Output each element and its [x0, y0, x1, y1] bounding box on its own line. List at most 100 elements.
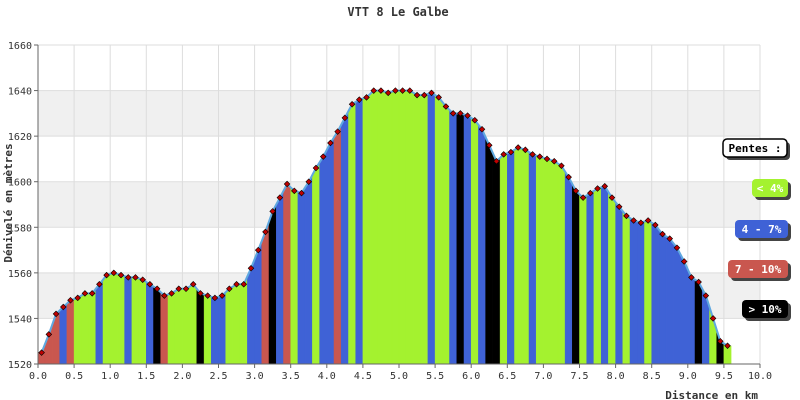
elevation-point [363, 94, 370, 101]
elevation-bar [622, 210, 631, 365]
elevation-bar [261, 221, 270, 365]
elevation-bar [543, 157, 551, 365]
elevation-point [579, 194, 587, 201]
elevation-bar [362, 93, 371, 365]
elevation-bar [658, 228, 667, 365]
x-tick-label: 9.0 [679, 371, 697, 382]
y-tick-label: 1560 [8, 269, 32, 280]
elevation-bar [651, 222, 660, 365]
x-tick-label: 0.5 [65, 371, 83, 382]
elevation-bar [665, 235, 674, 365]
elevation-point [247, 265, 255, 272]
elevation-point [594, 185, 601, 192]
elevation-point [543, 155, 551, 163]
elevation-bar [146, 281, 154, 365]
elevation-bar [644, 220, 652, 365]
elevation-bar [196, 288, 205, 365]
elevation-bar [535, 155, 544, 365]
elevation-point [117, 271, 125, 279]
elevation-bar [131, 277, 140, 365]
elevation-point [666, 235, 674, 242]
elevation-point [717, 337, 724, 345]
elevation-point [161, 292, 168, 299]
elevation-bar [232, 284, 241, 365]
elevation-point [572, 187, 580, 195]
elevation-point [464, 112, 471, 119]
elevation-point [96, 280, 103, 288]
legend-title: Pentes : [729, 142, 782, 155]
x-tick-label: 9.5 [715, 371, 733, 382]
elevation-point [680, 258, 688, 265]
elevation-bar [593, 187, 602, 365]
x-tick-label: 8.5 [643, 371, 661, 382]
elevation-bar [124, 275, 133, 365]
y-tick-label: 1520 [8, 360, 32, 371]
elevation-bar [88, 288, 97, 365]
elevation-bar [290, 186, 299, 365]
elevation-bar [514, 147, 522, 365]
legend-label: 7 - 10% [735, 263, 782, 276]
x-axis-ticks: 0.0 0.5 1.0 1.5 2.0 2.5 3.0 3.5 4.0 4.5 5.0 5.5 6.0 6… [29, 364, 772, 382]
elevation-point [283, 180, 291, 188]
elevation-point [269, 208, 276, 215]
elevation-bar [276, 190, 284, 365]
elevation-point [435, 94, 442, 101]
elevation-point [471, 116, 479, 124]
elevation-bar [117, 273, 125, 365]
elevation-point [168, 290, 175, 297]
elevation-point [688, 274, 695, 281]
x-axis-label: Distance en km [665, 389, 758, 400]
elevation-bar [528, 151, 537, 365]
elevation-bar [391, 90, 400, 365]
elevation-point [652, 221, 659, 229]
elevation-point [132, 274, 139, 281]
elevation-point [529, 151, 536, 158]
elevation-point [139, 276, 146, 283]
elevation-bar [326, 136, 335, 365]
elevation-bar [687, 269, 696, 365]
elevation-bar [340, 110, 349, 365]
elevation-bar [579, 193, 587, 365]
elevation-point [587, 189, 594, 197]
legend-label: > 10% [748, 303, 781, 316]
elevation-point [702, 292, 710, 299]
elevation-bar [225, 286, 234, 365]
elevation-point [399, 87, 406, 94]
elevation-point [60, 303, 67, 311]
elevation-bar [434, 94, 443, 365]
elevation-point [189, 280, 197, 288]
elevation-bar [211, 296, 219, 365]
elevation-bar [312, 161, 320, 365]
y-tick-label: 1540 [8, 314, 32, 325]
legend-swatch [735, 220, 788, 238]
elevation-bar [81, 293, 89, 365]
elevation-point [637, 219, 645, 226]
elevation-point [608, 194, 616, 201]
x-tick-label: 1.5 [137, 371, 155, 382]
elevation-point [413, 91, 421, 99]
elevation-point [262, 228, 269, 236]
y-tick-label: 1580 [8, 223, 32, 234]
x-tick-label: 6.0 [462, 371, 480, 382]
elevation-bar [521, 148, 530, 365]
elevation-point [457, 110, 464, 117]
x-tick-label: 2.0 [173, 371, 191, 382]
elevation-bar [66, 298, 75, 365]
elevation-point [327, 139, 334, 147]
x-tick-label: 1.0 [101, 371, 119, 382]
y-tick-label: 1640 [8, 87, 32, 98]
x-tick-label: 0.0 [29, 371, 47, 382]
legend-title-box: Pentes : [722, 138, 790, 160]
elevation-point [673, 244, 681, 252]
elevation-point [240, 280, 248, 288]
elevation-point [103, 271, 110, 279]
elevation-bar [189, 283, 198, 365]
elevation-bar [182, 286, 190, 365]
elevation-point [291, 187, 298, 195]
elevation-bar [268, 204, 277, 365]
elevation-bar [283, 183, 291, 365]
elevation-point [601, 183, 609, 190]
elevation-point [449, 110, 457, 117]
elevation-point [384, 89, 392, 97]
